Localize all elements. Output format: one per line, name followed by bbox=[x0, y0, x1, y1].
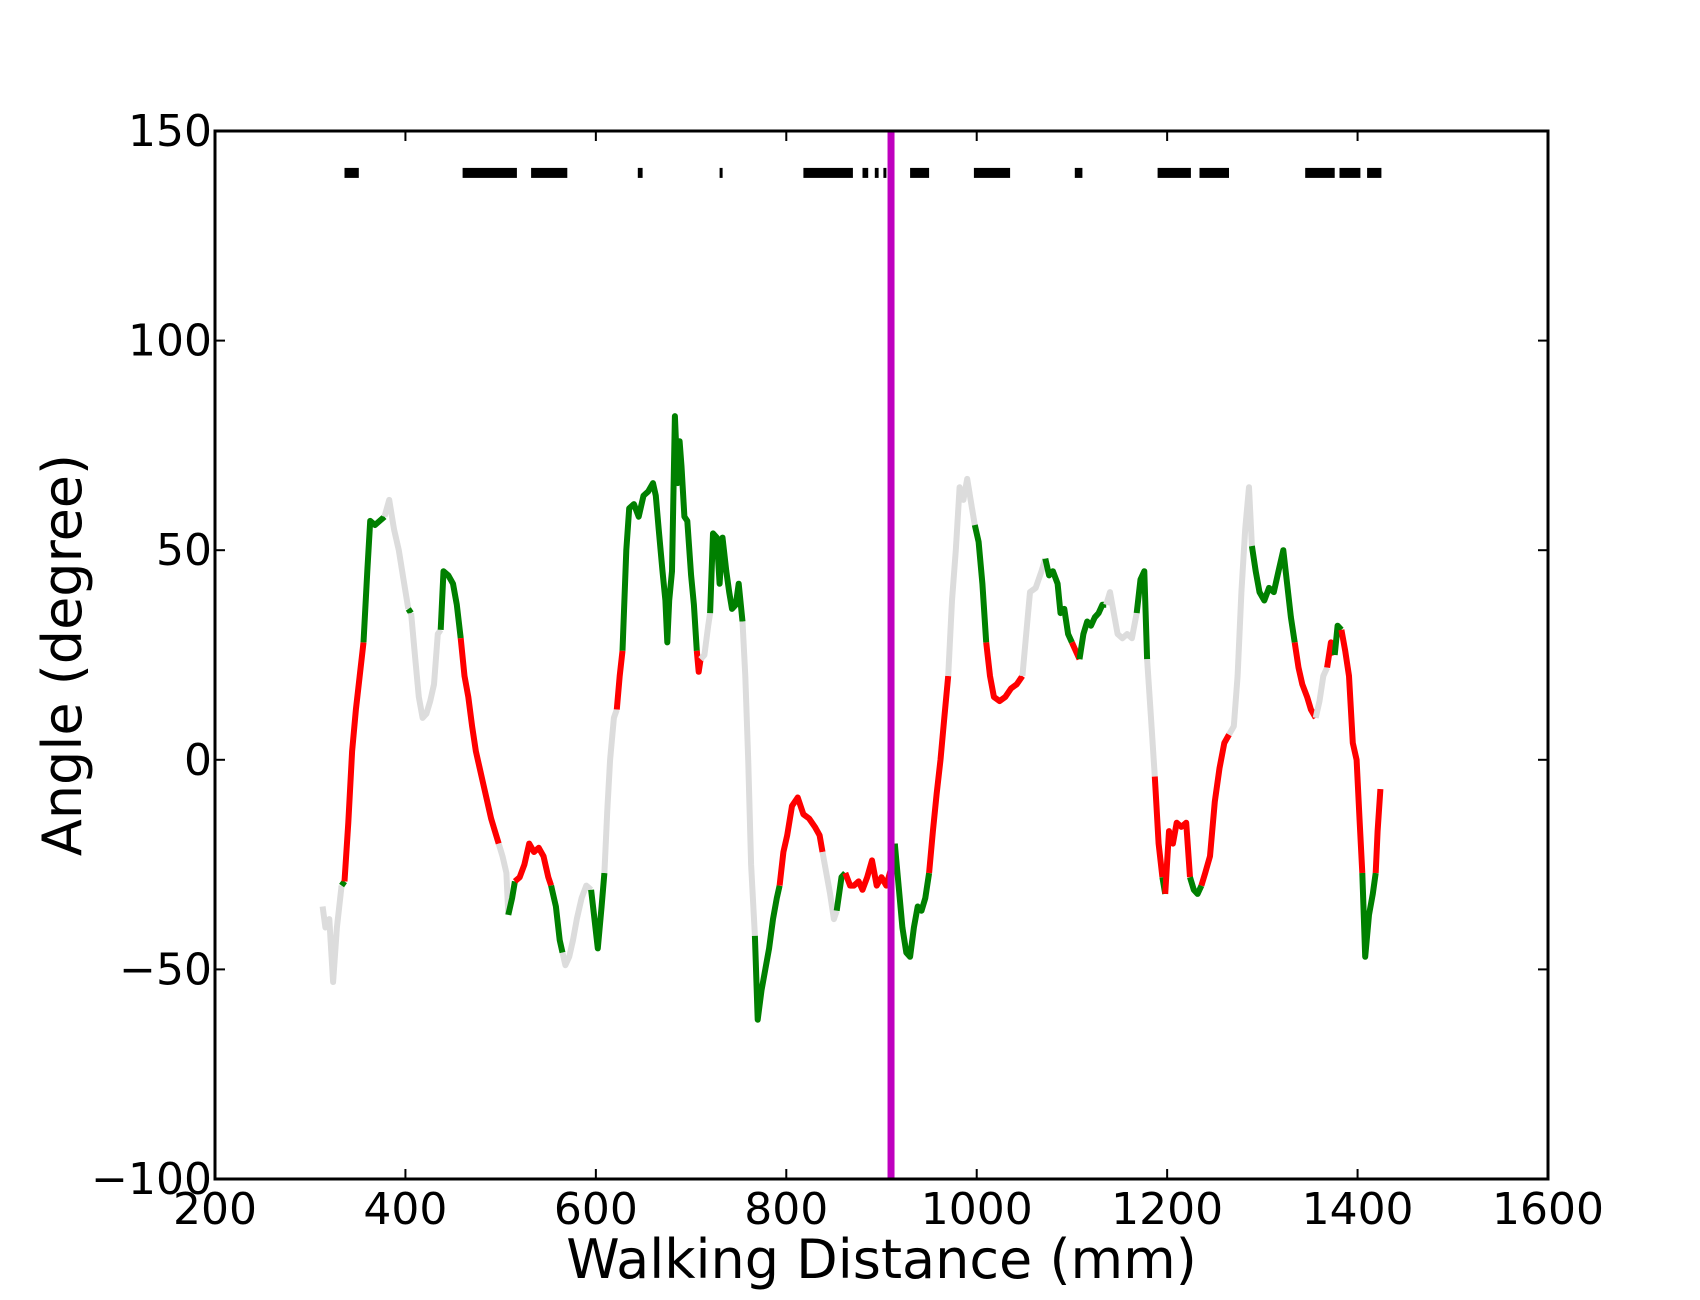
event-marker-bar bbox=[1074, 167, 1083, 178]
series-segment-green bbox=[548, 884, 566, 954]
series-segment-gray bbox=[495, 842, 512, 916]
x-tick-label: 1000 bbox=[921, 1184, 1033, 1235]
x-tick-label: 200 bbox=[173, 1184, 257, 1235]
event-marker-bar bbox=[803, 167, 853, 178]
event-marker-bar bbox=[973, 167, 1011, 178]
marker-bar-layer bbox=[344, 167, 1382, 178]
series-segment-red bbox=[341, 642, 367, 882]
series-segment-green bbox=[707, 530, 746, 622]
series-segment-gray bbox=[408, 612, 444, 721]
series-segment-gray bbox=[945, 475, 978, 677]
series-segment-red bbox=[842, 843, 898, 893]
series-segment-red bbox=[1151, 776, 1166, 878]
series-segment-gray bbox=[1312, 666, 1330, 719]
series-segment-red bbox=[512, 840, 554, 887]
event-marker-bar bbox=[1367, 167, 1382, 178]
series-segment-gray bbox=[381, 496, 412, 610]
series-segment-gray bbox=[601, 708, 620, 874]
series-segment-red bbox=[693, 650, 704, 675]
series-segment-gray bbox=[1019, 557, 1049, 677]
series-segment-red bbox=[1162, 819, 1193, 895]
series-segment-green bbox=[1042, 557, 1075, 644]
series-segment-green bbox=[1076, 601, 1107, 660]
x-tick-label: 1600 bbox=[1492, 1184, 1604, 1235]
event-marker-bar bbox=[1199, 167, 1229, 178]
x-tick-label: 800 bbox=[744, 1184, 828, 1235]
plot-frame bbox=[213, 129, 1550, 1181]
series-segment-gray bbox=[1144, 659, 1158, 777]
series-segment-red bbox=[776, 794, 826, 886]
series-segment-red bbox=[1198, 733, 1232, 887]
series-segment-green bbox=[751, 884, 783, 1023]
event-marker-bar bbox=[1157, 167, 1191, 178]
series-segment-green bbox=[833, 870, 848, 912]
series-segment-green bbox=[1248, 545, 1298, 643]
series-segment-red bbox=[1338, 629, 1366, 874]
series-segment-green bbox=[1359, 872, 1379, 960]
y-tick-label: 0 bbox=[184, 735, 212, 786]
y-tick-label: 150 bbox=[128, 106, 212, 157]
y-tick-label: −50 bbox=[119, 944, 212, 995]
series-segment-red bbox=[1372, 788, 1384, 874]
y-axis-ticks: −100 −50 0 50 100 150 bbox=[91, 106, 1548, 1205]
event-marker-bar bbox=[1339, 167, 1361, 178]
event-marker-bar bbox=[344, 167, 359, 178]
series-segment-gray bbox=[559, 882, 594, 969]
series-segment-green bbox=[360, 514, 387, 643]
series-segment-gray bbox=[319, 885, 345, 985]
event-marker-bar bbox=[862, 167, 869, 178]
x-tick-label: 1400 bbox=[1302, 1184, 1414, 1235]
x-axis-label: Walking Distance (mm) bbox=[566, 1228, 1197, 1291]
series-segment-gray bbox=[819, 851, 840, 923]
y-tick-label: 100 bbox=[128, 316, 212, 367]
series-segment-gray bbox=[739, 621, 758, 937]
series-segment-green bbox=[1331, 622, 1344, 656]
series-segment-red bbox=[926, 675, 952, 874]
series-segment-green bbox=[437, 568, 464, 639]
y-tick-label: 50 bbox=[156, 525, 212, 576]
series-segment-gray bbox=[1226, 484, 1255, 737]
event-marker-bar bbox=[1305, 167, 1335, 178]
x-tick-label: 1200 bbox=[1111, 1184, 1223, 1235]
event-marker-bar bbox=[910, 167, 930, 178]
x-tick-label: 600 bbox=[554, 1184, 638, 1235]
series-segment-green bbox=[405, 607, 414, 615]
x-tick-label: 400 bbox=[363, 1184, 447, 1235]
series-segment-green bbox=[339, 879, 347, 888]
y-axis-label: Angle (degree) bbox=[31, 454, 94, 856]
x-axis-ticks: 200 400 600 800 1000 1200 1400 1600 bbox=[173, 131, 1604, 1235]
series-segment-green bbox=[891, 843, 933, 960]
event-marker-bar bbox=[874, 167, 879, 178]
event-marker-bar bbox=[719, 167, 723, 178]
event-marker-bar bbox=[637, 167, 643, 178]
series-segment-green bbox=[971, 524, 990, 643]
series-segment-red bbox=[457, 637, 502, 845]
event-marker-bar bbox=[883, 167, 887, 178]
series-layer bbox=[319, 413, 1384, 1023]
event-marker-bar bbox=[531, 167, 568, 178]
series-segment-green bbox=[1187, 876, 1205, 897]
event-marker-bar bbox=[462, 167, 517, 178]
series-segment-green bbox=[1133, 568, 1151, 660]
series-segment-gray bbox=[1103, 589, 1140, 642]
y-tick-label: −100 bbox=[91, 1154, 212, 1205]
series-segment-red bbox=[613, 650, 626, 710]
series-segment-green bbox=[505, 880, 518, 916]
series-segment-red bbox=[1291, 641, 1319, 720]
series-segment-gray bbox=[698, 612, 714, 662]
series-segment-green bbox=[588, 872, 608, 952]
series-segment-green bbox=[619, 413, 700, 651]
series-segment-red bbox=[983, 642, 1025, 705]
